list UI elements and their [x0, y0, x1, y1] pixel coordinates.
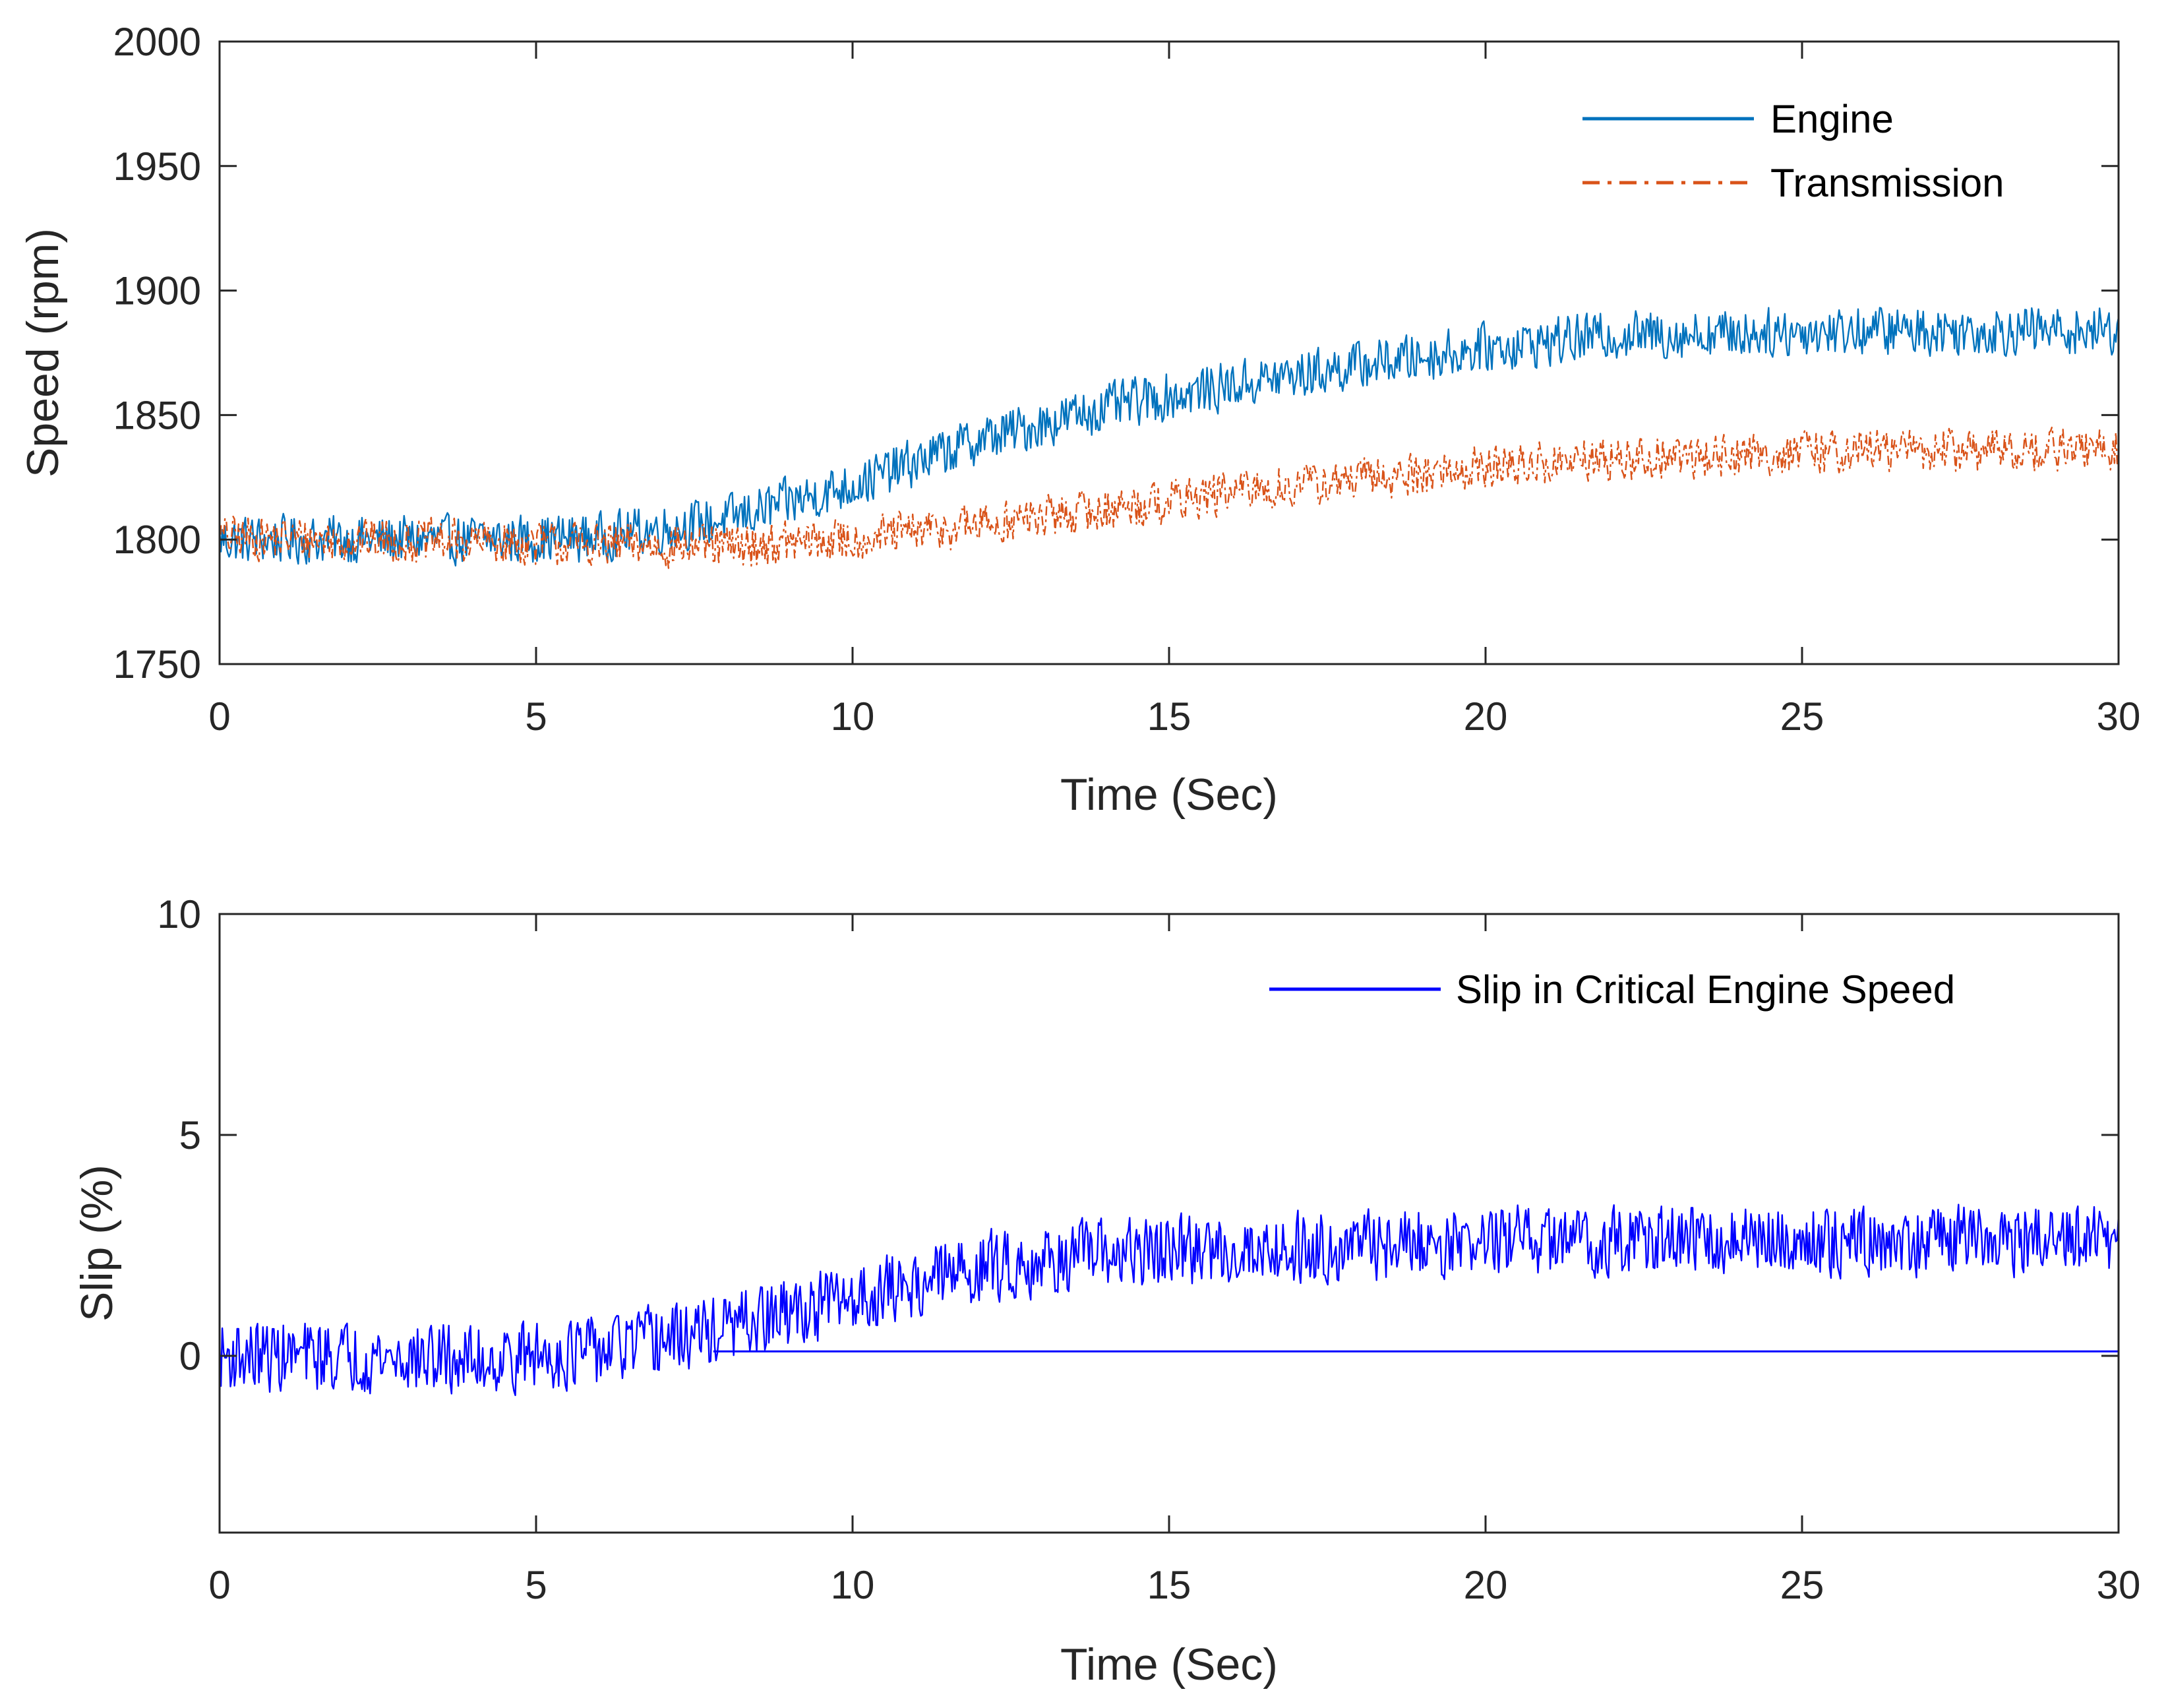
slip-x-tick-label: 10	[831, 1563, 875, 1607]
speed-x-ticks: 0 5 10 15 20 25 30	[208, 42, 2140, 739]
speed-series-line-2	[218, 426, 2120, 569]
slip-x-tick-label: 20	[1464, 1563, 1508, 1607]
slip-x-ticks: 0 5 10 15 20 25 30	[208, 914, 2140, 1607]
speed-y-tick-label: 1900	[113, 269, 201, 313]
speed-x-tick-label: 15	[1147, 694, 1191, 739]
speed-y-axis-label: Speed (rpm)	[18, 228, 68, 477]
slip-y-tick-label: 0	[179, 1334, 201, 1378]
speed-y-tick-label: 1750	[113, 642, 201, 686]
speed-y-tick-label: 1800	[113, 518, 201, 562]
speed-x-tick-label: 10	[831, 694, 875, 739]
slip-y-tick-label: 5	[179, 1113, 201, 1157]
speed-legend: Engine Transmission	[1582, 97, 2004, 205]
slip-y-tick-label: 10	[157, 892, 201, 936]
slip-x-axis-label: Time (Sec)	[1060, 1639, 1278, 1690]
speed-y-tick-label: 1950	[113, 144, 201, 189]
slip-x-tick-label: 30	[2097, 1563, 2141, 1607]
slip-x-tick-label: 5	[525, 1563, 547, 1607]
slip-x-tick-label: 15	[1147, 1563, 1191, 1607]
speed-y-tick-label: 1850	[113, 393, 201, 437]
speed-x-tick-label: 5	[525, 694, 547, 739]
speed-chart: 0 5 10 15 20 25 30 1750 1800 1850 1900 1950 2000 Ti…	[18, 20, 2140, 820]
slip-x-tick-label: 25	[1780, 1563, 1824, 1607]
slip-x-tick-label: 0	[208, 1563, 230, 1607]
slip-legend: Slip in Critical Engine Speed	[1269, 967, 1955, 1012]
slip-series-line-1	[218, 1204, 2120, 1397]
legend-label-engine: Engine	[1770, 97, 1894, 141]
speed-x-tick-label: 25	[1780, 694, 1824, 739]
speed-y-tick-label: 2000	[113, 20, 201, 64]
slip-y-axis-label: Slip (%)	[72, 1165, 122, 1322]
speed-x-tick-label: 0	[208, 694, 230, 739]
legend-label-slip: Slip in Critical Engine Speed	[1456, 967, 1955, 1012]
speed-y-ticks: 1750 1800 1850 1900 1950 2000	[113, 20, 2119, 686]
legend-label-transmission: Transmission	[1770, 161, 2004, 205]
slip-chart: 0 5 10 15 20 25 30 0 5 10 Time (Sec) Slip (%) Sl…	[72, 892, 2140, 1690]
speed-x-tick-label: 30	[2097, 694, 2141, 739]
slip-y-ticks: 0 5 10	[157, 892, 2119, 1378]
speed-x-axis-label: Time (Sec)	[1060, 770, 1278, 820]
speed-series-group	[218, 307, 2120, 569]
speed-x-tick-label: 20	[1464, 694, 1508, 739]
slip-series-group	[218, 1204, 2120, 1397]
